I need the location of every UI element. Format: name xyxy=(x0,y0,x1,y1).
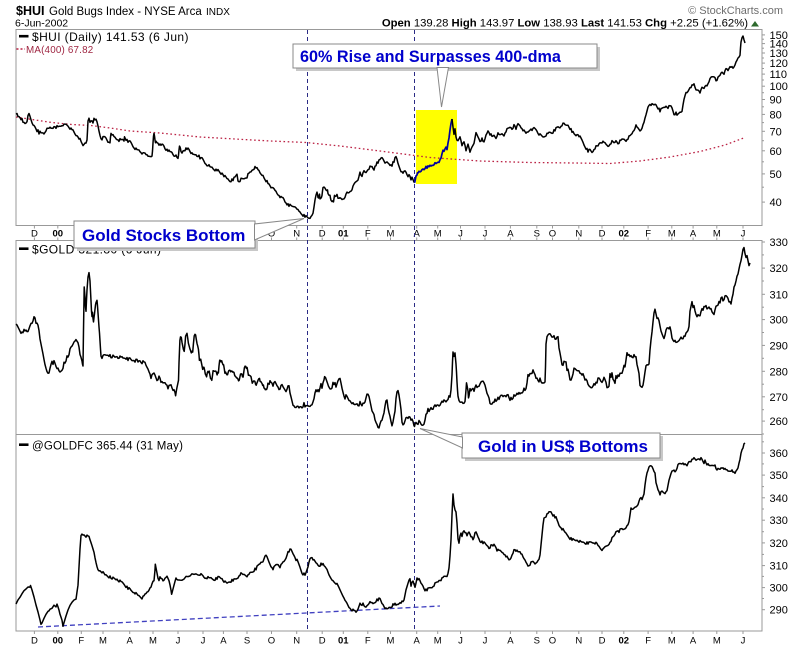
svg-text:01: 01 xyxy=(338,229,349,240)
svg-text:M: M xyxy=(434,229,442,240)
svg-text:310: 310 xyxy=(770,289,788,301)
svg-text:00: 00 xyxy=(53,636,64,647)
svg-text:N: N xyxy=(293,229,300,240)
svg-text:6-Jun-2002: 6-Jun-2002 xyxy=(15,18,68,30)
svg-text:J: J xyxy=(483,229,488,240)
svg-text:F: F xyxy=(645,636,651,647)
svg-text:D: D xyxy=(599,229,606,240)
svg-text:M: M xyxy=(668,229,676,240)
svg-text:330: 330 xyxy=(770,237,788,249)
svg-text:120: 120 xyxy=(770,58,788,70)
svg-text:50: 50 xyxy=(770,169,782,181)
svg-text:330: 330 xyxy=(770,515,788,527)
svg-text:Gold Stocks Bottom: Gold Stocks Bottom xyxy=(82,226,245,245)
svg-text:150: 150 xyxy=(770,30,788,42)
svg-text:270: 270 xyxy=(770,392,788,404)
svg-text:320: 320 xyxy=(770,538,788,550)
svg-text:J: J xyxy=(741,636,746,647)
svg-text:N: N xyxy=(575,636,582,647)
svg-text:N: N xyxy=(293,636,300,647)
svg-text:320: 320 xyxy=(770,263,788,275)
svg-text:D: D xyxy=(31,636,38,647)
svg-text:J: J xyxy=(741,229,746,240)
svg-text:290: 290 xyxy=(770,605,788,617)
svg-text:80: 80 xyxy=(770,109,782,121)
svg-text:280: 280 xyxy=(770,366,788,378)
svg-text:D: D xyxy=(599,636,606,647)
svg-text:90: 90 xyxy=(770,95,782,107)
svg-text:02: 02 xyxy=(619,229,630,240)
svg-text:A: A xyxy=(690,229,697,240)
svg-text:M: M xyxy=(99,636,107,647)
svg-text:M: M xyxy=(387,229,395,240)
svg-text:110: 110 xyxy=(770,69,788,81)
svg-text:$HUI (Daily) 141.53 (6 Jun): $HUI (Daily) 141.53 (6 Jun) xyxy=(32,30,189,44)
svg-text:J: J xyxy=(458,636,463,647)
svg-text:60% Rise and Surpasses 400-dma: 60% Rise and Surpasses 400-dma xyxy=(300,48,562,66)
svg-text:D: D xyxy=(31,229,38,240)
svg-text:$HUI: $HUI xyxy=(16,4,44,18)
svg-text:310: 310 xyxy=(770,561,788,573)
svg-text:02: 02 xyxy=(619,636,630,647)
svg-text:F: F xyxy=(78,636,84,647)
svg-text:M: M xyxy=(387,636,395,647)
svg-text:J: J xyxy=(458,229,463,240)
svg-text:A: A xyxy=(414,229,421,240)
svg-text:M: M xyxy=(713,229,721,240)
svg-text:S: S xyxy=(244,636,250,647)
svg-text:D: D xyxy=(319,229,326,240)
svg-text:260: 260 xyxy=(770,416,788,428)
svg-text:M: M xyxy=(434,636,442,647)
svg-text:300: 300 xyxy=(770,583,788,595)
svg-text:A: A xyxy=(127,636,134,647)
svg-text:360: 360 xyxy=(770,448,788,460)
svg-text:M: M xyxy=(149,636,157,647)
svg-text:Gold Bugs Index - NYSE Arca: Gold Bugs Index - NYSE Arca xyxy=(49,6,202,18)
svg-text:A: A xyxy=(690,636,697,647)
svg-text:130: 130 xyxy=(770,48,788,60)
svg-text:01: 01 xyxy=(338,636,349,647)
svg-text:340: 340 xyxy=(770,493,788,505)
svg-text:A: A xyxy=(220,636,227,647)
svg-text:F: F xyxy=(365,636,371,647)
svg-text:A: A xyxy=(507,636,514,647)
svg-text:J: J xyxy=(176,636,181,647)
svg-text:290: 290 xyxy=(770,340,788,352)
svg-text:Gold in US$ Bottoms: Gold in US$ Bottoms xyxy=(478,437,648,456)
svg-text:J: J xyxy=(201,636,206,647)
svg-text:100: 100 xyxy=(770,81,788,93)
svg-text:A: A xyxy=(414,636,421,647)
svg-text:300: 300 xyxy=(770,315,788,327)
svg-text:O: O xyxy=(549,229,556,240)
svg-text:O: O xyxy=(549,636,556,647)
svg-text:140: 140 xyxy=(770,39,788,51)
svg-text:J: J xyxy=(483,636,488,647)
svg-text:N: N xyxy=(575,229,582,240)
svg-text:M: M xyxy=(713,636,721,647)
svg-text:F: F xyxy=(645,229,651,240)
svg-text:00: 00 xyxy=(53,229,64,240)
svg-text:S: S xyxy=(534,229,540,240)
svg-text:© StockCharts.com: © StockCharts.com xyxy=(688,5,783,17)
svg-text:INDX: INDX xyxy=(206,7,230,18)
svg-text:@GOLDFC 365.44 (31 May): @GOLDFC 365.44 (31 May) xyxy=(32,441,183,453)
svg-text:60: 60 xyxy=(770,146,782,158)
svg-text:Open 139.28 High 143.97 Low 13: Open 139.28 High 143.97 Low 138.93 Last … xyxy=(382,18,748,30)
svg-text:A: A xyxy=(507,229,514,240)
svg-text:D: D xyxy=(319,636,326,647)
svg-text:O: O xyxy=(268,636,275,647)
svg-text:S: S xyxy=(534,636,540,647)
svg-text:O: O xyxy=(268,229,275,240)
svg-text:350: 350 xyxy=(770,470,788,482)
svg-text:40: 40 xyxy=(770,197,782,209)
svg-text:M: M xyxy=(668,636,676,647)
svg-text:F: F xyxy=(365,229,371,240)
svg-text:70: 70 xyxy=(770,126,782,138)
svg-text:MA(400) 67.82: MA(400) 67.82 xyxy=(26,45,93,56)
